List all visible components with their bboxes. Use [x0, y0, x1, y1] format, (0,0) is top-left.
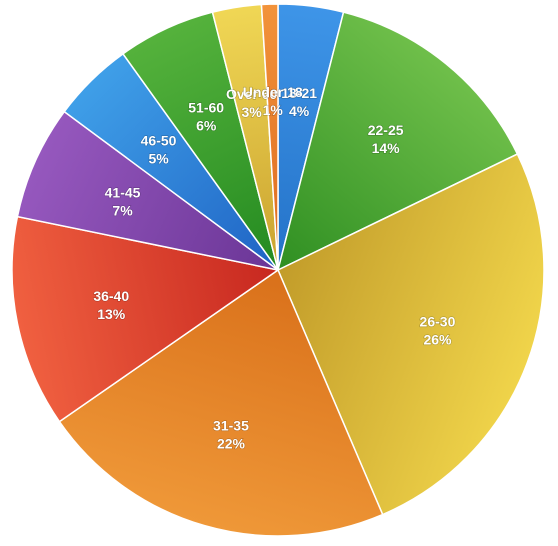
- pie-label-26-30: 26-30 26%: [420, 314, 456, 348]
- pie-label-36-40: 36-40 13%: [93, 288, 129, 322]
- pie-slice-22-25: [276, 11, 519, 272]
- pie-label-51-60: 51-60 6%: [188, 100, 224, 134]
- pie-label-name-18-21: 18-21: [281, 85, 317, 101]
- pie-label-under-18: Under 18 1%: [243, 84, 303, 118]
- pie-label-name-over-60: Over 60: [226, 86, 278, 102]
- pie-label-value-46-50: 5%: [148, 151, 169, 167]
- pie-label-name-46-50: 46-50: [141, 133, 177, 149]
- pie-label-value-over-60: 3%: [242, 104, 263, 120]
- pie-label-name-22-25: 22-25: [368, 122, 404, 138]
- pie-label-name-under-18: Under 18: [243, 84, 303, 100]
- pie-label-31-35: 31-35 22%: [213, 418, 249, 452]
- pie-label-value-26-30: 26%: [423, 332, 452, 348]
- pie-label-22-25: 22-25 14%: [368, 122, 404, 156]
- pie-label-value-31-35: 22%: [217, 436, 246, 452]
- pie-label-name-51-60: 51-60: [188, 100, 224, 116]
- pie-label-name-31-35: 31-35: [213, 418, 249, 434]
- pie-slice-36-40: [11, 215, 280, 423]
- pie-slice-41-45: [16, 110, 279, 271]
- pie-slice-under-18: [260, 3, 279, 271]
- pie-label-name-26-30: 26-30: [420, 314, 456, 330]
- pie-label-name-36-40: 36-40: [93, 288, 129, 304]
- pie-label-value-36-40: 13%: [97, 306, 126, 322]
- pie-label-46-50: 46-50 5%: [141, 133, 177, 167]
- pie-label-value-41-45: 7%: [112, 203, 133, 219]
- pie-label-value-under-18: 1%: [263, 102, 284, 118]
- pie-label-name-41-45: 41-45: [105, 185, 141, 201]
- pie-label-over-60: Over 60 3%: [226, 86, 278, 120]
- pie-label-value-51-60: 6%: [196, 118, 217, 134]
- pie-label-41-45: 41-45 7%: [105, 185, 141, 219]
- pie-label-18-21: 18-21 4%: [281, 85, 317, 119]
- pie-label-value-22-25: 14%: [372, 140, 401, 156]
- pie-slice-31-35: [58, 268, 384, 537]
- pie-label-value-18-21: 4%: [289, 103, 310, 119]
